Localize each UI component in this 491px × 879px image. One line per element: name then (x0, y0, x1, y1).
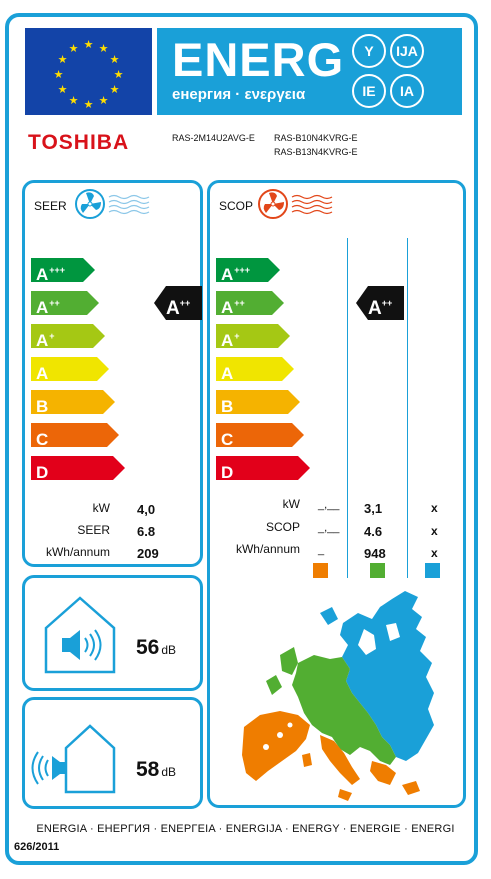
svg-text:★: ★ (110, 83, 120, 96)
brand-name: TOSHIBA (28, 131, 130, 154)
scop-class-bar-6: D (216, 456, 310, 482)
seer-row-kw-value: 4,0 (137, 502, 156, 517)
scop-class-bar-2: A+ (216, 324, 290, 350)
scop-rating-badge: A++ (356, 286, 404, 320)
scop-row-kwh-label: kWh/annum (235, 542, 300, 556)
svg-text:★: ★ (99, 42, 109, 55)
scop-row-kwh-warm: _ (318, 544, 325, 556)
outdoor-noise-value: 58 dB (136, 758, 177, 781)
scop-class-label-1: A++ (221, 298, 245, 317)
fan-heating-icon (258, 189, 333, 219)
scop-class-label-0: A+++ (221, 265, 251, 284)
seer-class-label-1: A++ (36, 298, 60, 317)
scop-class-bar-5: C (216, 423, 304, 449)
scop-class-label-2: A+ (221, 331, 240, 350)
footer-languages: ENERGIA · ЕНЕРГИЯ · ΕΝΕΡΓΕΙΑ · ENERGIJA … (36, 823, 455, 835)
scop-row-scop-cold: x (431, 524, 438, 538)
regulation-number: 626/2011 (14, 841, 60, 853)
seer-row-kw-label: kW (92, 501, 110, 515)
seer-class-bar-6: D (31, 456, 125, 482)
lang-pill-ia: IA (390, 74, 424, 108)
scop-class-bar-3: A (216, 357, 294, 383)
svg-text:★: ★ (114, 68, 124, 81)
seer-class-label-0: A+++ (36, 265, 66, 284)
outdoor-noise-panel (22, 697, 203, 809)
seer-row-seer-label: SEER (77, 523, 110, 537)
seer-class-label-6: D (36, 463, 49, 482)
model-indoor-2: RAS-B13N4KVRG-E (274, 147, 358, 157)
eu-stars-icon: ★ ★ ★ ★ ★ ★ ★ ★ ★ ★ ★ ★ (54, 38, 124, 111)
scop-class-label-6: D (221, 463, 234, 482)
lang-pill-ie: IE (352, 74, 386, 108)
energy-title: ENERG (172, 33, 345, 86)
model-indoor-1: RAS-B10N4KVRG-E (274, 133, 358, 143)
svg-text:★: ★ (58, 53, 68, 66)
seer-class-label-5: C (36, 430, 49, 449)
scop-rating-letter: A++ (368, 298, 393, 319)
zone-warm-square (313, 563, 328, 578)
scop-class-label-5: C (221, 430, 234, 449)
seer-rating-letter: A++ (166, 298, 191, 319)
scop-row-kwh-cold: x (431, 546, 438, 560)
scop-row-kw-value: 3,1 (364, 501, 383, 516)
svg-text:★: ★ (58, 83, 68, 96)
indoor-speaker-house-icon (44, 596, 116, 674)
energy-header: ENERG енергия · ενεργεια Y IJA IE IA (157, 28, 462, 115)
seer-row-kwh-value: 209 (137, 546, 159, 561)
scop-class-bar-0: A+++ (216, 258, 280, 284)
seer-class-label-3: A (36, 364, 49, 383)
fan-cooling-icon (75, 189, 150, 219)
eu-flag: ★ ★ ★ ★ ★ ★ ★ ★ ★ ★ ★ ★ (25, 28, 152, 115)
scop-row-kw-warm: _,__ (318, 499, 340, 511)
zone-divider-cold (407, 238, 408, 578)
svg-text:★: ★ (110, 53, 120, 66)
seer-class-bar-3: A (31, 357, 109, 383)
seer-class-bar-1: A++ (31, 291, 99, 317)
svg-text:★: ★ (84, 38, 94, 51)
outdoor-speaker-house-icon (31, 724, 116, 794)
scop-row-kw-label: kW (282, 497, 300, 511)
zone-divider-average (347, 238, 348, 578)
scop-row-scop-label: SCOP (265, 520, 300, 534)
scop-class-label-4: B (221, 397, 234, 416)
seer-label: SEER (34, 199, 67, 213)
europe-climate-map (242, 591, 434, 801)
scop-label: SCOP (219, 199, 254, 213)
model-outdoor: RAS-2M14U2AVG-E (172, 133, 255, 143)
svg-text:★: ★ (54, 68, 64, 81)
scop-row-scop-value: 4.6 (364, 524, 383, 539)
scop-row-kw-cold: x (431, 501, 438, 515)
zone-average-square (370, 563, 385, 578)
svg-text:★: ★ (69, 94, 79, 107)
indoor-noise-value: 56 dB (136, 636, 177, 659)
svg-text:★: ★ (99, 94, 109, 107)
seer-class-bar-2: A+ (31, 324, 105, 350)
label-frame (5, 13, 478, 865)
seer-class-label-2: A+ (36, 331, 55, 350)
lang-pill-y: Y (352, 34, 386, 68)
seer-class-bar-5: C (31, 423, 119, 449)
scop-row-scop-warm: _,__ (318, 522, 340, 534)
zone-cold-square (425, 563, 440, 578)
seer-rating-badge: A++ (154, 286, 202, 320)
seer-row-seer-value: 6.8 (137, 524, 156, 539)
seer-class-bar-0: A+++ (31, 258, 95, 284)
seer-class-bar-4: B (31, 390, 115, 416)
scop-row-kwh-value: 948 (364, 546, 386, 561)
energy-subtitle: енергия · ενεργεια (172, 86, 306, 103)
scop-class-bar-1: A++ (216, 291, 284, 317)
seer-rating-arrow (154, 286, 202, 320)
scop-rating-arrow (356, 286, 404, 320)
svg-text:★: ★ (84, 98, 94, 111)
seer-row-kwh-label: kWh/annum (45, 545, 110, 559)
seer-class-label-4: B (36, 397, 49, 416)
scop-class-bar-4: B (216, 390, 300, 416)
scop-class-label-3: A (221, 364, 234, 383)
lang-pill-ija: IJA (390, 34, 424, 68)
svg-text:★: ★ (69, 42, 79, 55)
